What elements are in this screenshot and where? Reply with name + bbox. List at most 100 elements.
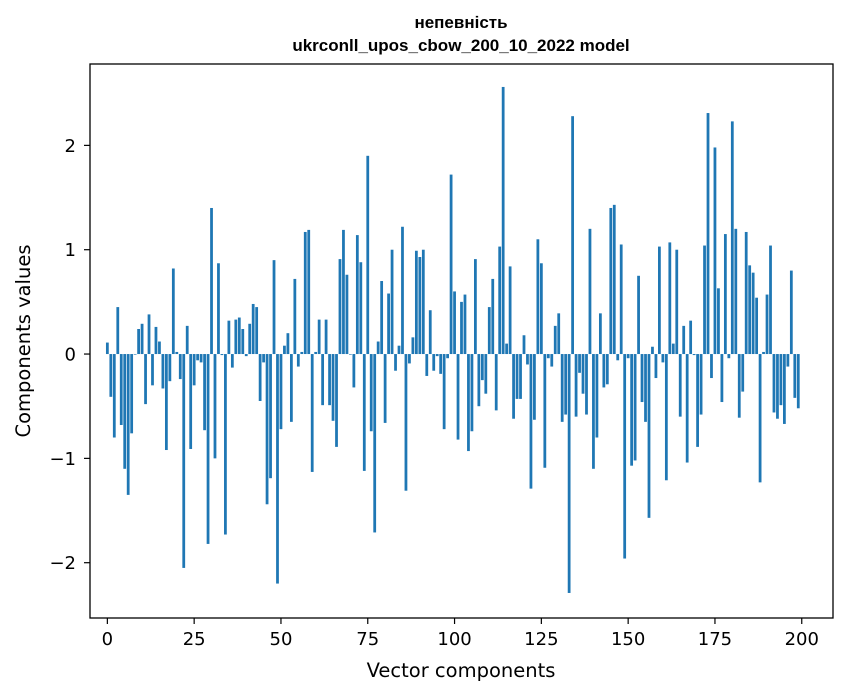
bar [637,275,640,355]
bar [119,354,123,425]
bar [369,354,373,432]
bar [255,307,259,355]
bar [550,354,554,367]
bar [376,341,380,355]
bar [494,354,498,411]
bar [109,354,113,397]
bar [519,354,522,399]
bar [692,354,696,356]
bar [779,354,783,406]
bar [123,354,127,469]
bar [796,354,800,409]
bar [585,354,588,415]
bar [397,345,401,355]
bar [126,354,130,495]
bar [164,354,168,451]
bar [529,354,533,489]
bar [526,354,529,365]
bar [477,354,481,407]
bar [658,246,661,355]
bar [533,354,536,420]
bar [414,250,418,355]
bar [543,354,547,468]
bar [262,354,265,363]
bar [317,319,321,355]
bar [661,354,665,363]
bar [439,354,443,374]
bar [671,343,675,355]
bar [203,354,206,431]
bar [487,307,491,355]
bar [668,242,672,355]
bar [505,343,509,355]
bar [609,207,613,355]
bar [734,228,738,355]
bar [748,265,752,355]
bar [168,354,172,382]
bar [442,354,446,430]
bar [338,259,342,355]
bar [647,354,651,518]
bar [394,354,397,371]
bar [383,354,387,423]
bar [546,354,550,359]
bar [689,320,693,355]
bar [765,294,769,355]
x-tick-label: 0 [102,629,113,650]
bar [619,244,623,355]
bar [626,354,630,359]
bar [283,345,286,355]
bar [567,354,571,593]
bar [539,263,543,355]
bar [137,329,140,355]
chart-subtitle: ukrconll_upos_cbow_200_10_2022 model [292,36,629,55]
bar [296,354,300,367]
bar [342,229,345,355]
bar [730,121,734,355]
bar [175,351,179,355]
bar [307,229,311,355]
bar [776,354,779,419]
bar [467,354,470,452]
bar [206,354,210,544]
x-tick-label: 125 [524,629,558,650]
bar [237,317,241,355]
bar [352,354,356,388]
bar [685,354,689,463]
bar [595,354,599,438]
bar [269,354,272,479]
bar [182,354,186,568]
x-tick-label: 175 [698,629,732,650]
bar [213,354,217,459]
bar [217,263,220,355]
bar [560,354,564,422]
bar [272,260,276,355]
bar [345,274,349,355]
bar [592,354,595,469]
bar [553,325,557,355]
bar [789,270,793,355]
bar [470,354,474,432]
bar [723,234,727,355]
y-axis: −2 −1 0 1 2 [49,136,90,574]
bar [387,293,390,355]
bar [244,354,248,357]
bar [161,354,165,389]
bar [758,354,762,483]
bar [703,245,706,355]
bar [210,207,213,355]
y-tick-label: 1 [65,240,76,261]
bar [435,354,439,357]
bar [588,228,592,355]
bar [147,314,151,355]
plot-frame [89,63,834,619]
bar [293,278,297,355]
bar [449,174,453,355]
bar [713,147,717,355]
bar [112,354,116,438]
bar [151,354,154,386]
bar [178,354,182,380]
x-axis-label: Vector components [367,659,556,682]
bar [220,354,224,356]
